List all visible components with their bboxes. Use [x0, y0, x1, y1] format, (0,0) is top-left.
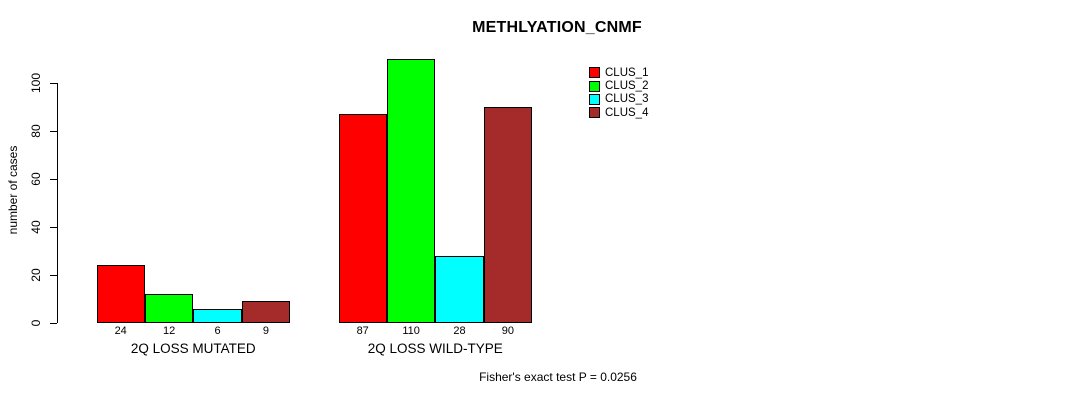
legend-label: CLUS_3 — [605, 93, 649, 106]
y-tick-label: 60 — [29, 172, 43, 186]
legend-swatch-icon — [589, 80, 600, 92]
bar-value-label: 6 — [214, 325, 221, 337]
bar-value-label: 12 — [162, 325, 176, 337]
x-category-label: 2Q LOSS WILD-TYPE — [367, 341, 503, 356]
legend-item-clus_1: CLUS_1 — [589, 66, 648, 79]
chart-title: METHLYATION_CNMF — [472, 19, 642, 36]
y-tick-mark — [50, 226, 57, 228]
bar-clus_4-group1 — [241, 301, 291, 323]
y-tick-mark — [50, 322, 57, 324]
y-tick-mark — [50, 130, 57, 132]
y-axis-label: number of cases — [6, 145, 20, 235]
bar-value-label: 87 — [356, 325, 369, 337]
bar-value-label: 9 — [262, 325, 269, 337]
y-tick-mark — [50, 274, 57, 276]
legend: CLUS_1 CLUS_2 CLUS_3 CLUS_4 — [589, 66, 648, 120]
y-tick-label: 20 — [29, 268, 43, 282]
bar-clus_1-group2 — [338, 114, 387, 323]
legend-swatch-icon — [589, 67, 600, 79]
bar-value-label: 24 — [114, 325, 127, 337]
annotation-text: Fisher's exact test P = 0.0256 — [479, 370, 637, 384]
legend-label: CLUS_2 — [605, 80, 649, 93]
legend-swatch-icon — [589, 93, 600, 105]
y-tick-mark — [50, 178, 57, 180]
y-tick-label: 80 — [29, 124, 43, 138]
legend-item-clus_3: CLUS_3 — [589, 93, 648, 106]
legend-item-clus_2: CLUS_2 — [589, 79, 648, 92]
bar-clus_2-group1 — [144, 294, 194, 323]
bar-value-label: 90 — [501, 325, 515, 337]
legend-label: CLUS_4 — [605, 106, 649, 119]
y-tick-label: 40 — [29, 220, 43, 234]
legend-label: CLUS_1 — [605, 66, 649, 79]
y-axis-line — [57, 83, 58, 323]
y-tick-mark — [50, 82, 57, 84]
legend-swatch-icon — [589, 107, 600, 119]
y-tick-label: 100 — [29, 72, 43, 94]
bar-clus_3-group1 — [193, 308, 242, 323]
bar-clus_2-group2 — [386, 59, 436, 323]
bar-clus_3-group2 — [435, 255, 484, 323]
bar-clus_1-group1 — [96, 265, 145, 323]
legend-item-clus_4: CLUS_4 — [589, 106, 648, 119]
bar-value-label: 110 — [402, 325, 420, 337]
x-category-label: 2Q LOSS MUTATED — [130, 341, 256, 356]
bar-clus_4-group2 — [483, 107, 533, 323]
y-tick-label: 0 — [29, 319, 43, 327]
bar-value-label: 28 — [453, 325, 466, 337]
